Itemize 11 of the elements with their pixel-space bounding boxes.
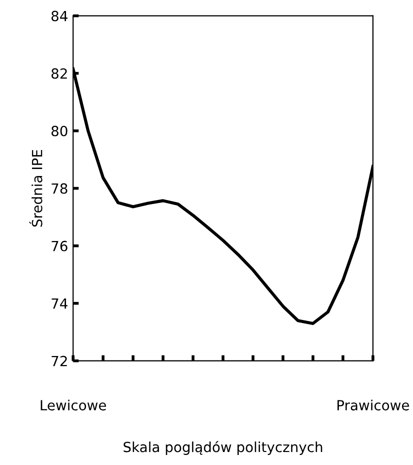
y-tick-label: 82 [52,68,67,79]
y-axis-title: Średnia IPE [29,150,42,227]
y-tick-label: 72 [52,356,67,366]
y-tick-label: 76 [52,240,68,252]
y-tick-label: 78 [52,183,68,194]
x-tick-label: Lewicowe [40,400,106,410]
y-tick-label: 84 [52,10,68,22]
x-axis-title: Skala poglądów politycznych [124,440,322,455]
x-tick-label: Prawicowe [337,400,410,410]
y-tick-label: 80 [52,126,68,136]
y-tick-label: 74 [52,298,68,309]
